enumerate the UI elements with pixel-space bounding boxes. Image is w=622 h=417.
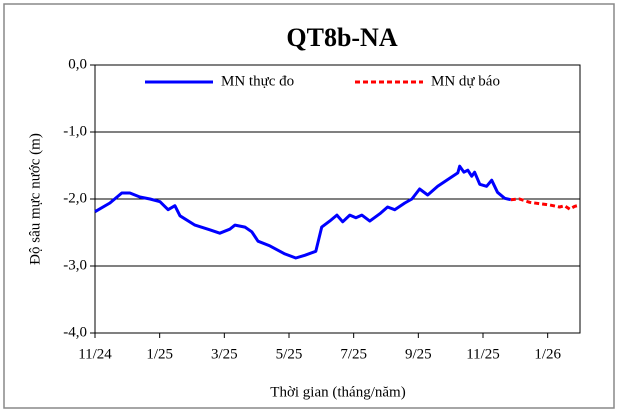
series-line	[94, 164, 512, 260]
x-tick-label: 5/25	[276, 346, 303, 362]
x-tick-label: 7/25	[340, 346, 367, 362]
series-line	[510, 197, 581, 211]
x-tick-label: 11/24	[78, 346, 112, 362]
y-tick-label: -1,0	[63, 123, 87, 139]
y-tick-label: -4,0	[63, 324, 87, 340]
y-tick-label: -2,0	[63, 190, 87, 206]
y-tick-label: -3,0	[63, 257, 87, 273]
x-tick-label: 1/25	[146, 346, 173, 362]
x-axis-label: Thời gian (tháng/năm)	[270, 384, 405, 400]
y-axis-label: Độ sâu mực nước (m)	[27, 133, 43, 265]
chart-title: QT8b-NA	[286, 23, 397, 52]
y-tick-label: 0,0	[68, 56, 87, 72]
legend-label: MN thực đo	[221, 73, 294, 89]
x-tick-label: 11/25	[466, 346, 500, 362]
legend-label: MN dự báo	[431, 73, 500, 89]
x-tick-label: 9/25	[405, 346, 432, 362]
plot-area	[94, 64, 581, 334]
frame	[3, 3, 615, 409]
x-tick-label: 3/25	[211, 346, 238, 362]
x-tick-label: 1/26	[534, 346, 561, 362]
